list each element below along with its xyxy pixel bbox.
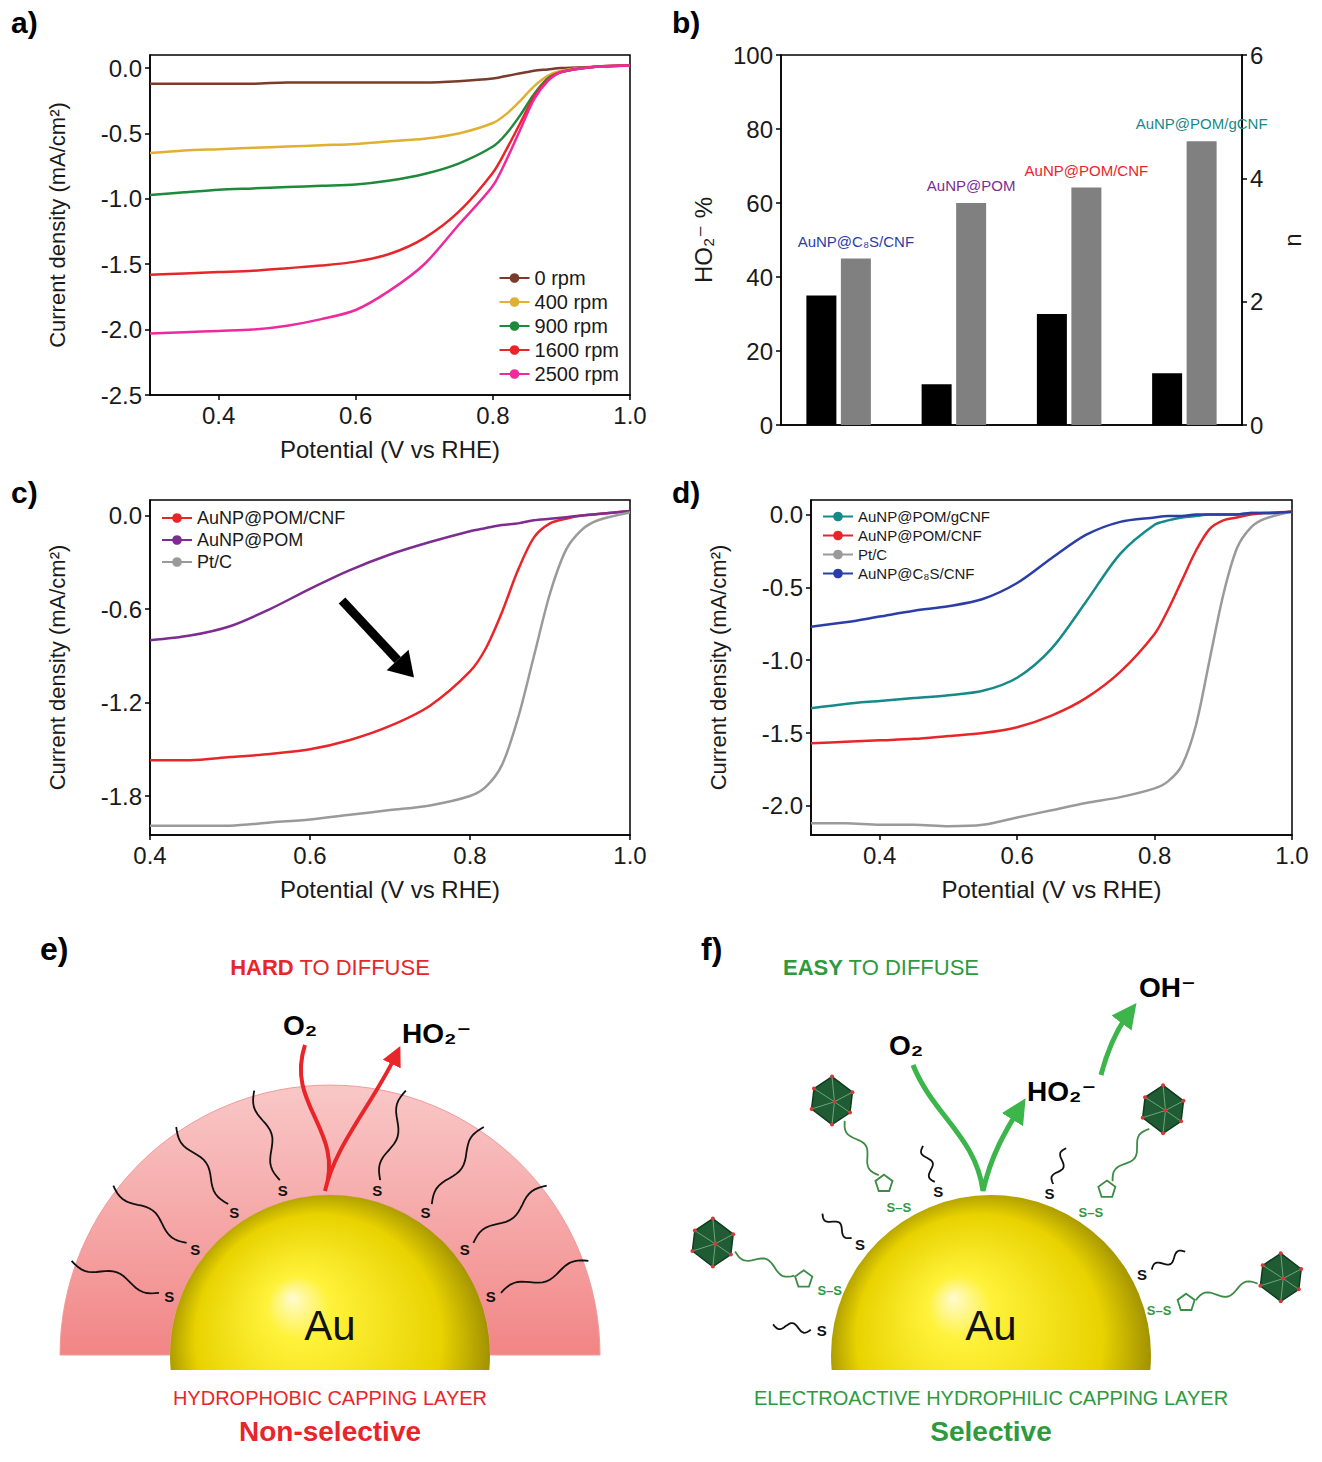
svg-text:1.0: 1.0 bbox=[1275, 842, 1308, 869]
svg-text:AuNP@POM/CNF: AuNP@POM/CNF bbox=[197, 508, 345, 528]
svg-text:d): d) bbox=[672, 476, 700, 509]
svg-text:AuNP@POM: AuNP@POM bbox=[927, 177, 1016, 194]
svg-text:0.0: 0.0 bbox=[770, 501, 803, 528]
svg-text:0 rpm: 0 rpm bbox=[535, 267, 586, 289]
svg-text:Pt/C: Pt/C bbox=[858, 546, 887, 563]
svg-text:S: S bbox=[190, 1241, 200, 1258]
svg-text:S: S bbox=[164, 1288, 174, 1305]
svg-text:100: 100 bbox=[733, 42, 773, 69]
svg-text:400 rpm: 400 rpm bbox=[535, 291, 608, 313]
svg-text:-2.0: -2.0 bbox=[101, 316, 142, 343]
svg-text:1.0: 1.0 bbox=[613, 842, 646, 869]
svg-text:S: S bbox=[486, 1288, 496, 1305]
svg-text:O₂: O₂ bbox=[283, 1010, 317, 1041]
svg-text:2500 rpm: 2500 rpm bbox=[535, 363, 620, 385]
svg-text:c): c) bbox=[11, 476, 38, 509]
svg-text:ELECTROACTIVE HYDROPHILIC CAPP: ELECTROACTIVE HYDROPHILIC CAPPING LAYER bbox=[754, 1387, 1228, 1409]
svg-text:900 rpm: 900 rpm bbox=[535, 315, 608, 337]
svg-text:60: 60 bbox=[746, 190, 773, 217]
svg-text:Au: Au bbox=[965, 1302, 1016, 1349]
svg-text:S: S bbox=[421, 1204, 431, 1221]
svg-text:0.4: 0.4 bbox=[133, 842, 166, 869]
svg-text:0.0: 0.0 bbox=[109, 502, 142, 529]
svg-text:HO₂⁻: HO₂⁻ bbox=[402, 1018, 471, 1049]
svg-text:Current density (mA/cm²): Current density (mA/cm²) bbox=[706, 545, 731, 791]
svg-text:Potential (V vs RHE): Potential (V vs RHE) bbox=[280, 876, 500, 903]
svg-text:n: n bbox=[1279, 233, 1306, 246]
svg-text:HO₂⁻: HO₂⁻ bbox=[1027, 1076, 1096, 1107]
svg-text:HYDROPHOBIC CAPPING LAYER: HYDROPHOBIC CAPPING LAYER bbox=[173, 1387, 487, 1409]
svg-text:0.4: 0.4 bbox=[202, 402, 235, 429]
svg-text:Current density (mA/cm²): Current density (mA/cm²) bbox=[45, 545, 70, 791]
svg-text:S: S bbox=[460, 1241, 470, 1258]
svg-text:0.6: 0.6 bbox=[339, 402, 372, 429]
svg-text:S–S: S–S bbox=[887, 1200, 912, 1215]
svg-text:S–S: S–S bbox=[1147, 1303, 1172, 1318]
svg-text:-0.5: -0.5 bbox=[762, 574, 803, 601]
svg-text:-0.6: -0.6 bbox=[101, 596, 142, 623]
svg-text:2: 2 bbox=[1250, 288, 1263, 315]
svg-text:S: S bbox=[1044, 1185, 1054, 1202]
svg-text:S: S bbox=[229, 1204, 239, 1221]
svg-text:HO₂⁻ %: HO₂⁻ % bbox=[690, 197, 717, 283]
svg-text:EASY TO DIFFUSE: EASY TO DIFFUSE bbox=[783, 955, 979, 980]
svg-text:0: 0 bbox=[760, 412, 773, 439]
svg-text:0.8: 0.8 bbox=[1138, 842, 1171, 869]
svg-text:Selective: Selective bbox=[930, 1416, 1051, 1447]
svg-text:0.6: 0.6 bbox=[293, 842, 326, 869]
svg-text:-1.8: -1.8 bbox=[101, 783, 142, 810]
svg-text:S: S bbox=[278, 1182, 288, 1199]
svg-text:-0.5: -0.5 bbox=[101, 120, 142, 147]
svg-text:20: 20 bbox=[746, 338, 773, 365]
svg-text:Au: Au bbox=[304, 1302, 355, 1349]
svg-text:0: 0 bbox=[1250, 412, 1263, 439]
svg-text:-1.0: -1.0 bbox=[101, 185, 142, 212]
svg-text:S–S: S–S bbox=[1079, 1205, 1104, 1220]
svg-text:AuNP@POM: AuNP@POM bbox=[197, 530, 303, 550]
svg-text:-2.5: -2.5 bbox=[101, 382, 142, 409]
svg-text:4: 4 bbox=[1250, 165, 1263, 192]
svg-text:Current density (mA/cm²): Current density (mA/cm²) bbox=[45, 102, 70, 348]
svg-text:0.6: 0.6 bbox=[1000, 842, 1033, 869]
svg-text:6: 6 bbox=[1250, 42, 1263, 69]
svg-text:-1.5: -1.5 bbox=[101, 251, 142, 278]
svg-text:O₂: O₂ bbox=[889, 1030, 923, 1061]
svg-text:AuNP@C₈S/CNF: AuNP@C₈S/CNF bbox=[798, 233, 914, 250]
svg-text:S: S bbox=[933, 1183, 943, 1200]
svg-text:AuNP@POM/gCNF: AuNP@POM/gCNF bbox=[858, 508, 990, 525]
svg-text:S: S bbox=[855, 1236, 865, 1253]
svg-text:40: 40 bbox=[746, 264, 773, 291]
svg-text:AuNP@C₈S/CNF: AuNP@C₈S/CNF bbox=[858, 565, 974, 582]
svg-text:f): f) bbox=[701, 931, 722, 967]
svg-text:-1.2: -1.2 bbox=[101, 689, 142, 716]
svg-text:Potential (V vs RHE): Potential (V vs RHE) bbox=[280, 436, 500, 463]
svg-text:Non-selective: Non-selective bbox=[239, 1416, 421, 1447]
svg-text:0.8: 0.8 bbox=[453, 842, 486, 869]
svg-text:-2.0: -2.0 bbox=[762, 792, 803, 819]
svg-text:S: S bbox=[372, 1182, 382, 1199]
svg-text:AuNP@POM/CNF: AuNP@POM/CNF bbox=[858, 527, 982, 544]
svg-text:-1.0: -1.0 bbox=[762, 647, 803, 674]
svg-text:1.0: 1.0 bbox=[613, 402, 646, 429]
svg-text:S–S: S–S bbox=[817, 1283, 842, 1298]
svg-text:-1.5: -1.5 bbox=[762, 720, 803, 747]
svg-text:Pt/C: Pt/C bbox=[197, 552, 232, 572]
svg-text:AuNP@POM/gCNF: AuNP@POM/gCNF bbox=[1136, 115, 1268, 132]
svg-text:Potential (V vs RHE): Potential (V vs RHE) bbox=[941, 876, 1161, 903]
svg-text:0.8: 0.8 bbox=[476, 402, 509, 429]
svg-text:0.0: 0.0 bbox=[109, 55, 142, 82]
svg-text:HARD TO DIFFUSE: HARD TO DIFFUSE bbox=[230, 955, 430, 980]
svg-text:b): b) bbox=[672, 6, 700, 39]
svg-text:a): a) bbox=[11, 6, 38, 39]
svg-text:OH⁻: OH⁻ bbox=[1139, 972, 1196, 1003]
svg-text:S: S bbox=[817, 1322, 827, 1339]
svg-text:S: S bbox=[1137, 1266, 1147, 1283]
svg-text:80: 80 bbox=[746, 116, 773, 143]
svg-text:0.4: 0.4 bbox=[863, 842, 896, 869]
svg-text:AuNP@POM/CNF: AuNP@POM/CNF bbox=[1025, 162, 1149, 179]
svg-text:e): e) bbox=[40, 931, 68, 967]
svg-text:1600 rpm: 1600 rpm bbox=[535, 339, 620, 361]
